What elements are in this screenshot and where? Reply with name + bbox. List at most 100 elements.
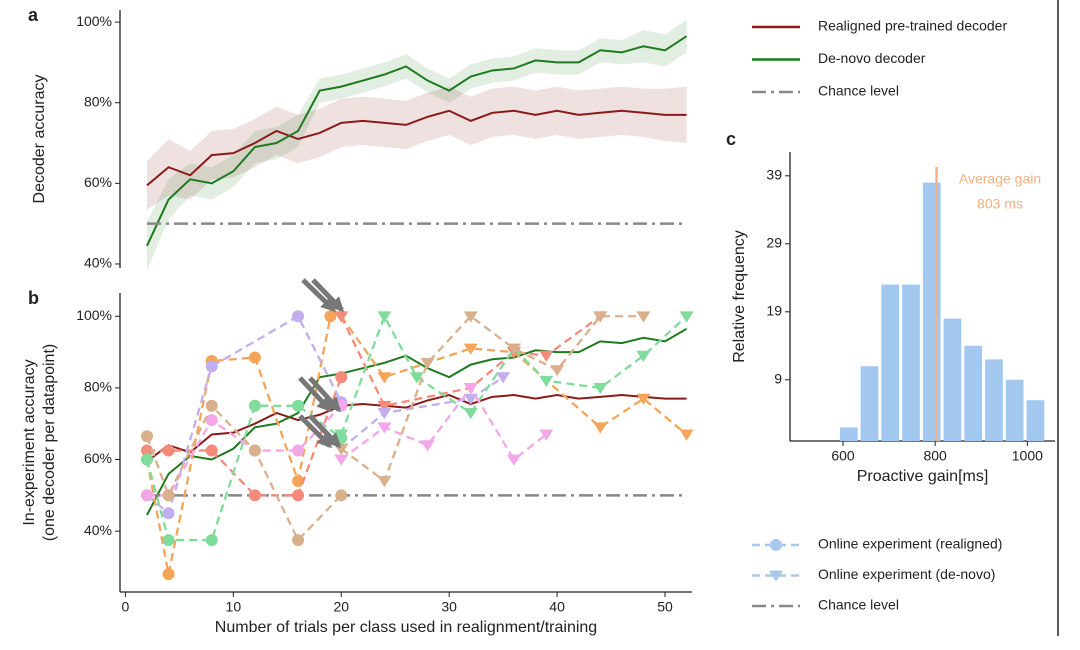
triangle-marker — [420, 357, 435, 370]
triangle-marker — [463, 408, 478, 420]
triangle-marker — [463, 343, 478, 355]
triangle-marker — [463, 393, 478, 405]
x-tick-label: 600 — [831, 448, 855, 464]
x-tick-label: 0 — [121, 599, 129, 615]
y-tick-label: 60% — [84, 174, 112, 190]
legend-label: De-novo decoder — [818, 50, 926, 66]
y-tick-label: 100% — [76, 307, 112, 323]
panel-label: a — [28, 5, 39, 25]
circle-marker — [205, 444, 218, 457]
legend-label: Realigned pre-trained decoder — [818, 18, 1007, 34]
experiment-line — [340, 376, 504, 450]
triangle-marker — [679, 429, 694, 441]
circle-marker — [248, 351, 261, 364]
triangle-marker — [539, 375, 554, 388]
circle-marker — [205, 399, 218, 412]
experiment-line — [340, 313, 688, 435]
y-tick-label: 60% — [84, 450, 112, 466]
circle-marker — [248, 489, 261, 502]
y-tick-label: 39 — [766, 167, 782, 183]
circle-marker — [248, 444, 261, 457]
experiment-line — [145, 404, 342, 542]
bar — [985, 359, 1003, 441]
circle-marker — [140, 489, 153, 502]
triangle-marker — [496, 372, 511, 384]
experiment-line — [340, 315, 601, 408]
y-axis-label: (one decoder per datapoint) — [41, 344, 58, 541]
error-band — [146, 20, 687, 271]
bar — [1026, 400, 1045, 441]
triangle-marker — [550, 365, 565, 377]
triangle-marker — [334, 311, 349, 323]
triangle-marker — [420, 440, 435, 452]
x-tick-label: 30 — [441, 599, 457, 615]
series-line — [146, 35, 688, 247]
triangle-marker — [409, 372, 424, 384]
bar — [902, 284, 920, 441]
x-tick-label: 800 — [923, 448, 947, 464]
circle-marker — [162, 534, 175, 547]
series-line — [146, 327, 688, 516]
circle-marker — [140, 453, 153, 466]
triangle-marker — [506, 343, 521, 355]
circle-marker — [335, 371, 348, 384]
triangle-marker — [636, 311, 651, 323]
triangle-marker — [593, 311, 608, 323]
circle-marker — [335, 489, 348, 502]
legend-label: Chance level — [818, 83, 899, 99]
triangle-marker — [769, 570, 783, 582]
bar — [860, 366, 879, 441]
circle-marker — [205, 414, 218, 427]
triangle-marker — [377, 400, 392, 413]
panel-label: b — [28, 288, 39, 308]
x-tick-label: 20 — [333, 599, 349, 615]
circle-marker — [140, 444, 153, 457]
x-tick-label: 50 — [657, 599, 673, 615]
legend-label: Online experiment (realigned) — [818, 536, 1002, 552]
triangle-marker — [377, 372, 392, 384]
bar — [1005, 379, 1024, 441]
y-tick-label: 29 — [766, 235, 782, 251]
y-tick-label: 80% — [84, 93, 112, 109]
circle-marker — [162, 507, 175, 520]
triangle-marker — [334, 454, 349, 466]
triangle-marker — [377, 422, 392, 434]
experiment-line — [145, 316, 332, 575]
triangle-marker — [506, 454, 521, 466]
triangle-marker — [377, 408, 392, 420]
y-axis-label: In-experiment accuracy — [21, 359, 38, 525]
x-tick-label: 40 — [549, 599, 565, 615]
circle-marker — [292, 489, 305, 502]
triangle-marker — [679, 311, 694, 323]
triangle-marker — [593, 382, 608, 395]
circle-marker — [205, 360, 218, 373]
circle-marker — [162, 489, 175, 502]
y-axis-label: Relative frequency — [731, 230, 748, 363]
triangle-marker — [636, 350, 651, 362]
triangle-marker — [539, 350, 554, 362]
triangle-marker — [377, 311, 392, 323]
triangle-marker — [463, 382, 478, 395]
experiment-line — [146, 314, 343, 516]
circle-marker — [324, 310, 337, 323]
series-line — [146, 109, 687, 187]
y-tick-label: 19 — [766, 303, 782, 319]
circle-marker — [292, 310, 305, 323]
bar — [964, 345, 983, 441]
annotation: 803 ms — [977, 196, 1023, 212]
circle-marker — [248, 399, 261, 412]
y-tick-label: 40% — [84, 522, 112, 538]
circle-marker — [162, 568, 175, 581]
triangle-marker — [377, 476, 392, 488]
circle-marker — [292, 444, 305, 457]
circle-marker — [140, 430, 153, 443]
y-tick-label: 9 — [774, 371, 782, 387]
circle-marker — [770, 539, 782, 551]
circle-marker — [162, 444, 175, 457]
panel-label: c — [726, 129, 736, 149]
triangle-marker — [539, 429, 554, 441]
arrows — [298, 278, 345, 449]
x-axis-label: Number of trials per class used in reali… — [215, 619, 597, 636]
experiment-line — [145, 403, 343, 543]
